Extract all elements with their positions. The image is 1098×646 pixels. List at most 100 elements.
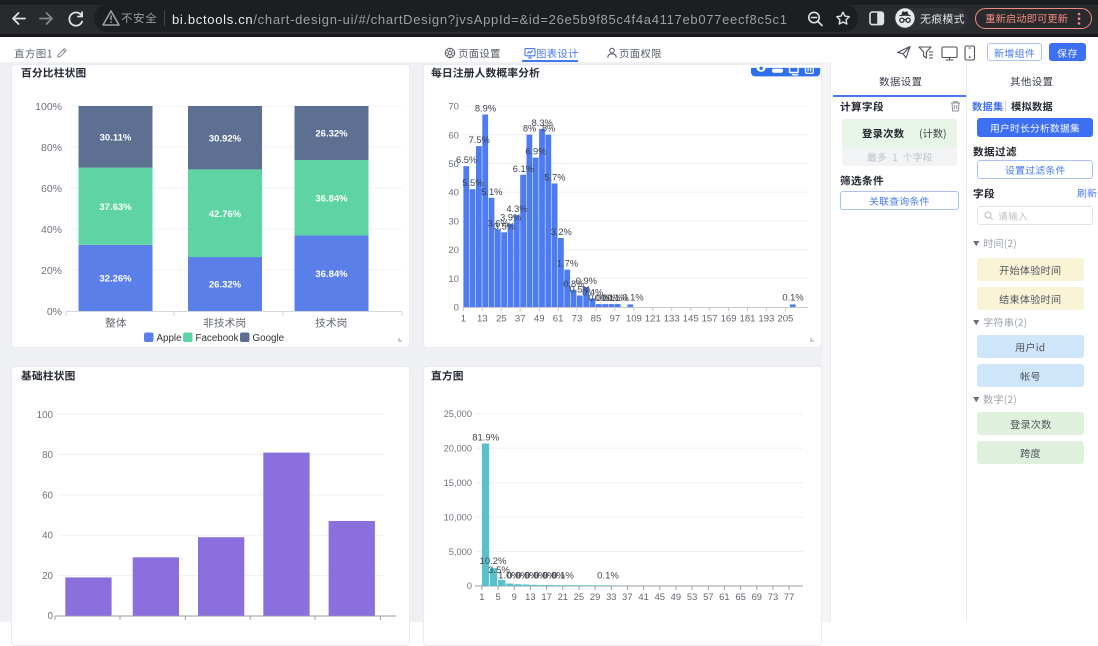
- svg-text:0%: 0%: [47, 306, 62, 318]
- svg-text:10: 10: [448, 274, 459, 285]
- svg-text:60: 60: [448, 130, 459, 141]
- svg-text:5.5%: 5.5%: [462, 178, 483, 188]
- svg-text:8%: 8%: [542, 124, 555, 134]
- svg-text:193: 193: [758, 314, 774, 325]
- svg-text:10.2%: 10.2%: [480, 556, 507, 567]
- svg-text:181: 181: [739, 314, 755, 325]
- svg-text:60: 60: [42, 490, 53, 501]
- svg-text:100%: 100%: [35, 101, 62, 113]
- svg-text:60%: 60%: [41, 183, 62, 195]
- svg-text:73: 73: [768, 591, 778, 602]
- svg-text:40: 40: [42, 531, 53, 542]
- svg-text:20%: 20%: [41, 265, 62, 277]
- svg-text:6.1%: 6.1%: [513, 164, 534, 174]
- svg-text:25,000: 25,000: [444, 409, 472, 419]
- svg-text:3.5%: 3.5%: [488, 565, 510, 576]
- svg-text:26.32%: 26.32%: [315, 129, 348, 140]
- svg-text:0: 0: [454, 303, 459, 314]
- svg-text:65: 65: [735, 591, 745, 602]
- svg-text:5.1%: 5.1%: [481, 187, 502, 197]
- svg-text:0.1%: 0.1%: [607, 293, 628, 303]
- svg-text:26.32%: 26.32%: [209, 280, 242, 291]
- svg-text:0.0%: 0.0%: [525, 571, 547, 582]
- svg-text:40: 40: [448, 188, 459, 199]
- svg-text:133: 133: [664, 314, 680, 325]
- svg-text:8.9%: 8.9%: [475, 104, 496, 114]
- svg-text:77: 77: [784, 591, 794, 602]
- svg-text:20: 20: [448, 245, 459, 256]
- svg-text:36.84%: 36.84%: [315, 193, 348, 204]
- svg-text:25: 25: [574, 591, 584, 602]
- svg-text:0.0%: 0.0%: [588, 293, 609, 303]
- svg-text:6.5%: 6.5%: [456, 155, 477, 165]
- svg-text:Facebook: Facebook: [196, 333, 239, 344]
- svg-text:20,000: 20,000: [444, 444, 472, 454]
- svg-text:8.3%: 8.3%: [532, 118, 553, 128]
- svg-text:4.3%: 4.3%: [506, 204, 527, 214]
- svg-text:0.1%: 0.1%: [782, 293, 803, 303]
- svg-text:Google: Google: [253, 333, 285, 344]
- svg-text:41: 41: [638, 591, 648, 602]
- svg-text:36.84%: 36.84%: [315, 269, 348, 280]
- svg-text:40%: 40%: [41, 224, 62, 236]
- svg-text:1.7%: 1.7%: [557, 259, 578, 269]
- svg-text:5,000: 5,000: [449, 547, 472, 557]
- svg-text:0: 0: [467, 581, 472, 591]
- svg-text:37.63%: 37.63%: [99, 202, 132, 213]
- svg-text:145: 145: [683, 314, 699, 325]
- svg-text:69: 69: [752, 591, 762, 602]
- svg-text:121: 121: [645, 314, 661, 325]
- svg-text:169: 169: [721, 314, 737, 325]
- svg-text:85: 85: [591, 314, 602, 325]
- svg-text:80%: 80%: [41, 142, 62, 154]
- svg-text:32.26%: 32.26%: [99, 274, 132, 285]
- svg-text:97: 97: [610, 314, 621, 325]
- svg-text:0.8%: 0.8%: [563, 279, 584, 289]
- svg-text:0.5%: 0.5%: [569, 285, 590, 295]
- svg-text:3.2%: 3.2%: [551, 227, 572, 237]
- svg-text:109: 109: [626, 314, 642, 325]
- svg-text:0.1%: 0.1%: [601, 293, 622, 303]
- svg-text:57: 57: [703, 591, 713, 602]
- svg-text:1: 1: [479, 591, 484, 602]
- svg-text:205: 205: [777, 314, 793, 325]
- svg-text:0.1%: 0.1%: [597, 571, 619, 582]
- svg-text:37: 37: [515, 314, 526, 325]
- svg-text:157: 157: [702, 314, 718, 325]
- svg-text:70: 70: [448, 102, 459, 113]
- svg-text:30: 30: [448, 216, 459, 227]
- svg-text:37: 37: [622, 591, 632, 602]
- svg-text:0.1%: 0.1%: [552, 571, 574, 582]
- svg-text:10,000: 10,000: [444, 512, 472, 522]
- svg-text:45: 45: [655, 591, 665, 602]
- svg-text:0.4%: 0.4%: [582, 287, 603, 297]
- svg-text:1: 1: [461, 314, 466, 325]
- svg-text:53: 53: [687, 591, 697, 602]
- svg-text:81.9%: 81.9%: [472, 432, 499, 443]
- svg-text:0.9%: 0.9%: [576, 276, 597, 286]
- svg-text:61: 61: [553, 314, 564, 325]
- svg-text:29: 29: [590, 591, 600, 602]
- svg-text:Apple: Apple: [157, 333, 183, 344]
- svg-text:17: 17: [541, 591, 551, 602]
- svg-text:50: 50: [448, 159, 459, 170]
- svg-text:100: 100: [37, 410, 54, 421]
- svg-text:0.0%: 0.0%: [595, 293, 616, 303]
- svg-text:80: 80: [42, 450, 53, 461]
- svg-text:33: 33: [606, 591, 616, 602]
- svg-text:5.7%: 5.7%: [544, 173, 565, 183]
- svg-text:9: 9: [512, 591, 517, 602]
- svg-text:0.0%: 0.0%: [543, 571, 565, 582]
- svg-text:3.5%: 3.5%: [494, 221, 515, 231]
- svg-text:13: 13: [525, 591, 535, 602]
- svg-text:15,000: 15,000: [444, 478, 472, 488]
- svg-text:21: 21: [558, 591, 568, 602]
- svg-text:8%: 8%: [523, 124, 536, 134]
- svg-text:3.6%: 3.6%: [487, 218, 508, 228]
- svg-text:0.0%: 0.0%: [534, 571, 556, 582]
- svg-text:13: 13: [477, 314, 488, 325]
- svg-text:42.76%: 42.76%: [209, 209, 242, 220]
- svg-text:49: 49: [534, 314, 545, 325]
- svg-text:0.1%: 0.1%: [622, 293, 643, 303]
- svg-text:6.9%: 6.9%: [525, 147, 546, 157]
